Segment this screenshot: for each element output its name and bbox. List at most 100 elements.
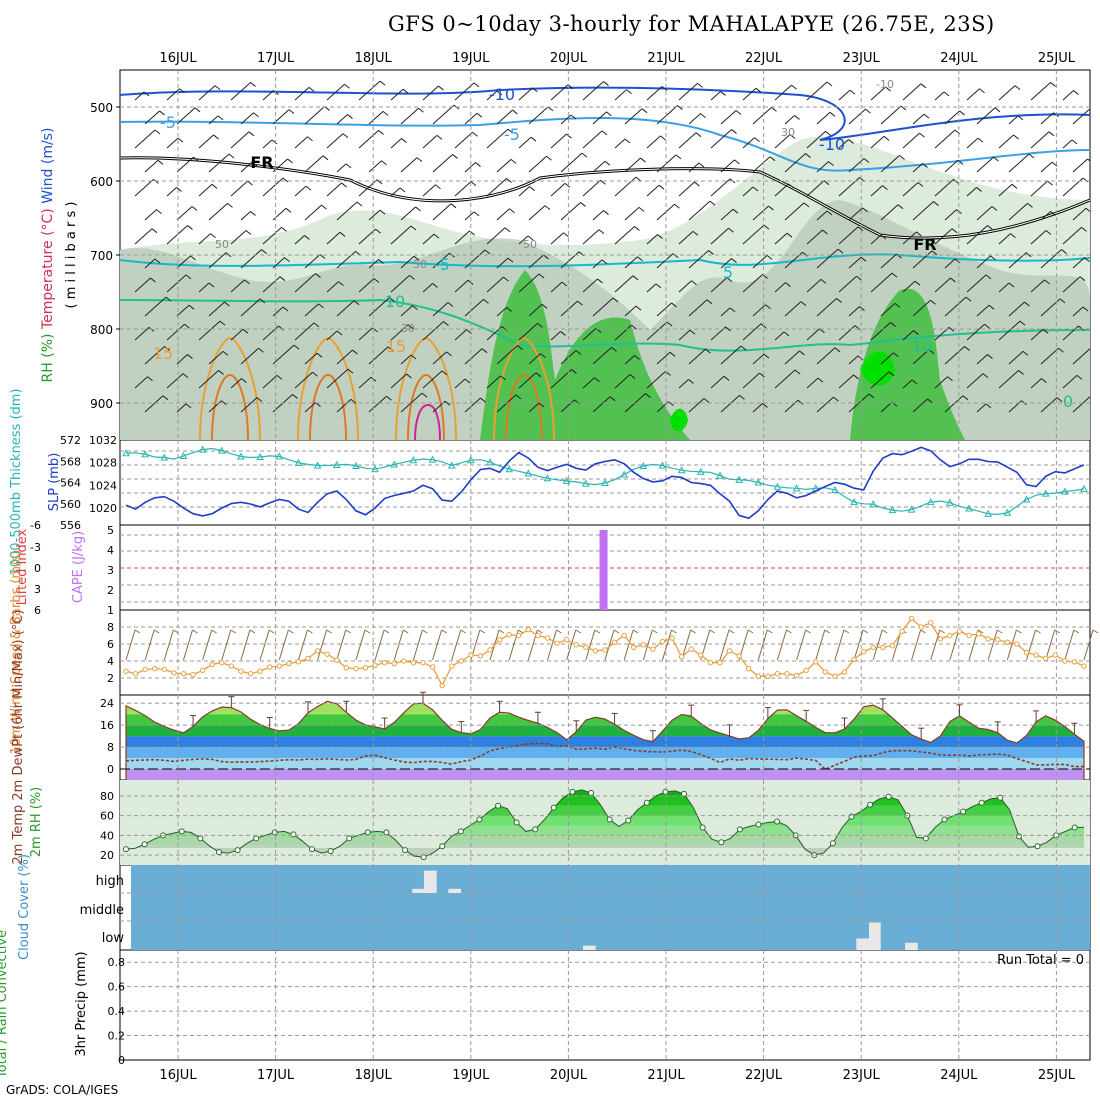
wind-barb [614, 324, 632, 341]
thickness-point [1060, 487, 1069, 495]
thickness-point [946, 498, 954, 506]
wind-barb-tick [634, 355, 640, 360]
wind-barb-tick [1085, 207, 1090, 213]
wind-barb [230, 180, 248, 197]
wind-barb-tick [473, 211, 480, 217]
wind-barb [656, 105, 678, 125]
wind-barb-tick [1050, 82, 1056, 87]
wind-barb [368, 209, 381, 221]
thickness-point [428, 455, 437, 463]
rh2m-ylabel-text: 2m RH (%) [29, 787, 44, 858]
wind-barb-tick [517, 345, 523, 350]
wind10m-point [640, 642, 647, 648]
wind10m-barb [585, 629, 596, 661]
wind-barb [1072, 109, 1090, 125]
day-label-top: 24JUL [940, 51, 978, 66]
wind10m-point [1004, 639, 1011, 645]
rh-point [681, 790, 688, 797]
wind-barb-tick [151, 228, 158, 234]
wind10m-barb-tick [939, 629, 945, 634]
temp-tick-label: 16 [100, 719, 114, 732]
wind-barb-tick [669, 351, 676, 357]
wind-barb [400, 107, 419, 125]
wind-barb [304, 155, 324, 173]
wind-barb [838, 226, 859, 245]
wind-barb-tick [1019, 320, 1026, 326]
wind-barb-tick [609, 396, 616, 402]
wind-barb-tick [837, 248, 844, 254]
wind-barb [806, 328, 820, 341]
wind-barb [784, 350, 800, 365]
wind-barb-tick [447, 302, 454, 307]
wind-barb [816, 396, 834, 413]
wind-barb [688, 250, 709, 269]
rh-point [625, 817, 632, 824]
thickness-point [773, 482, 782, 490]
wind-barb-tick [438, 85, 444, 91]
wind-barb [912, 201, 934, 221]
wind-barb [134, 228, 153, 245]
wind-barb [390, 187, 401, 197]
cloud-ylabel-text: Cloud Cover (%) [17, 854, 32, 960]
wind-barb [1040, 112, 1054, 125]
contour-label: -10 [489, 85, 515, 104]
li-tick-label: 6 [34, 604, 41, 617]
wind-barb [176, 107, 196, 125]
wind10m-barb [872, 629, 883, 661]
wind10m-barb-tick [977, 629, 984, 634]
wind-barb-tick [731, 129, 737, 134]
wind-barb [400, 392, 423, 413]
wind-barb [422, 184, 436, 197]
contour-label: 50 [523, 238, 537, 251]
wind-barb [144, 209, 157, 221]
wind10m-point [822, 669, 829, 675]
thickness-tick-label: 572 [60, 434, 81, 447]
wind10m-barb-tick [1054, 629, 1060, 634]
wind-barb-tick [706, 299, 713, 305]
wind10m-point [219, 660, 225, 666]
wind-barb-tick [947, 376, 953, 382]
wind10m-barb-tick [153, 629, 160, 634]
wind-barb [592, 160, 606, 173]
wind-barb-tick [543, 254, 549, 260]
wind-barb-tick [1044, 279, 1050, 285]
wind-barb [528, 353, 541, 365]
wind-barb-tick [1061, 249, 1067, 254]
wind-barb [1040, 211, 1051, 221]
wind-barb [528, 303, 543, 317]
wind-barb-tick [817, 377, 824, 383]
wind10m-barb [202, 629, 213, 661]
wind-barb-tick [381, 160, 387, 166]
li-tick-label: 0 [34, 562, 41, 575]
wind10m-barb [757, 629, 768, 661]
wind-barb [720, 208, 734, 221]
wind-barb [464, 162, 476, 173]
wind-barb-tick [672, 253, 679, 258]
wind-barb [390, 373, 407, 389]
wind-barb [1008, 115, 1019, 125]
wind-barb [464, 348, 483, 365]
wind10m-barb-tick [1016, 629, 1022, 634]
wind-barb-tick [698, 162, 705, 168]
wind-barb-tick [769, 156, 776, 162]
wind10m-barb [1045, 629, 1056, 661]
wind-barb [560, 300, 578, 317]
thickness-point [505, 465, 514, 473]
wind10m-point [669, 635, 675, 641]
rh-point [271, 829, 278, 836]
wind-barb [422, 85, 439, 101]
wind10m-point [286, 660, 292, 667]
contour-20 [211, 373, 249, 440]
wind-barb [198, 320, 221, 341]
wind10m-tick-label: 8 [107, 621, 114, 634]
wind-barb [838, 89, 851, 101]
wind-barb [624, 355, 635, 365]
wind-barb [614, 226, 635, 245]
wind-barb-tick [611, 346, 617, 352]
wind-barb-tick [624, 138, 631, 144]
wind10m-point [334, 657, 340, 663]
wind-barb-tick [307, 136, 313, 142]
precip-layer: 0.8 0.6 0.4 0.2 0 [108, 950, 1090, 1067]
wind-barb-tick [822, 229, 828, 235]
wind-barb [368, 297, 390, 317]
